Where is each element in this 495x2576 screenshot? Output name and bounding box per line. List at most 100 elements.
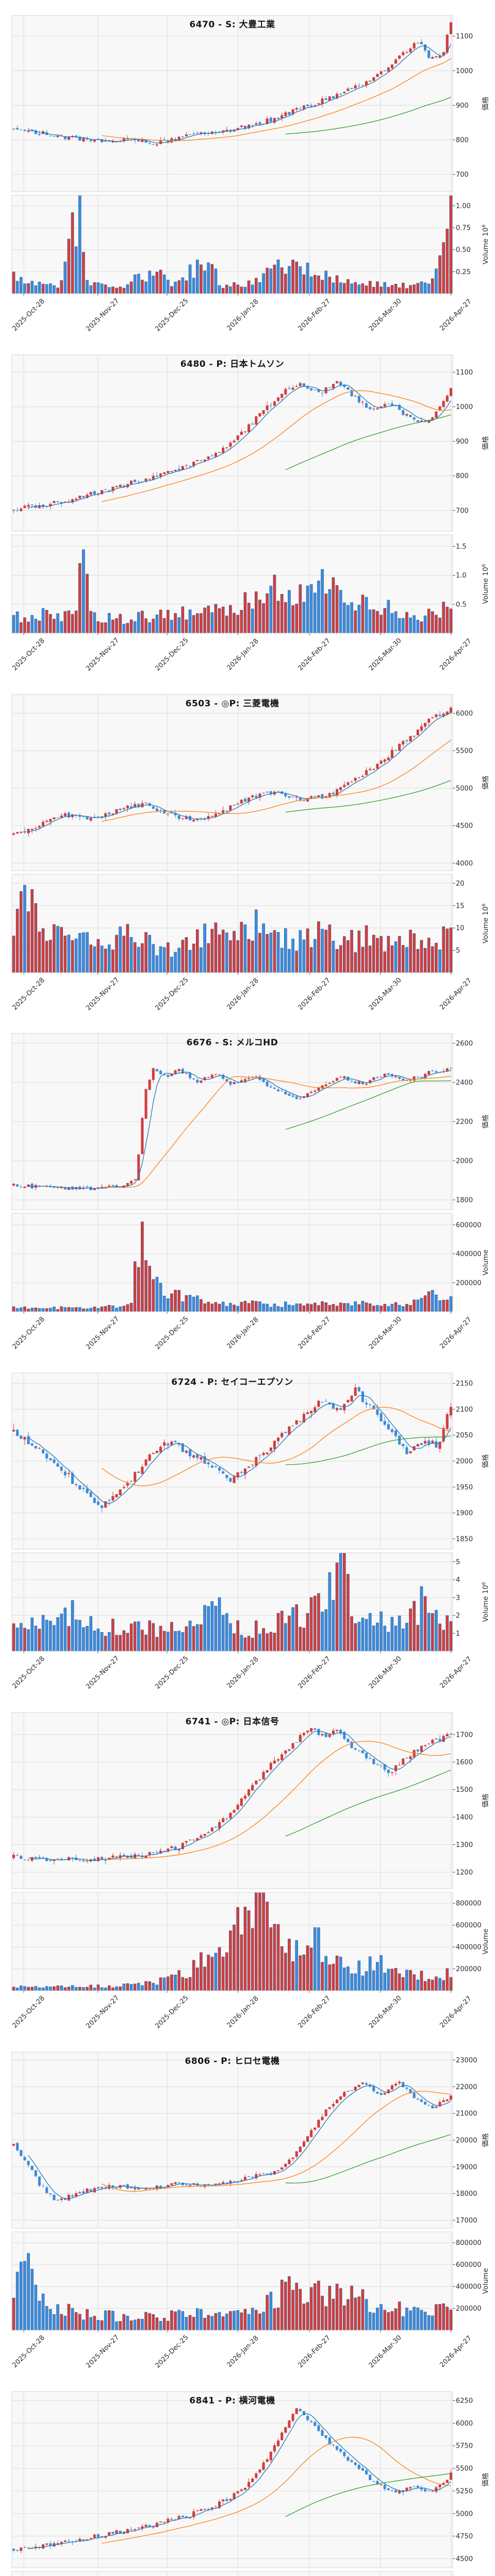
volume-axis-title: Volume — [482, 1928, 490, 1954]
axis-tick-labels: 17000 18000 19000 20000 21000 22000 23000 20000… — [456, 2057, 482, 2313]
date-tick-label: 2026-Jan-28 — [226, 298, 260, 332]
volume-tick-label: 2 — [456, 1612, 460, 1620]
volume-tick-label: 15 — [456, 902, 465, 910]
stock-chart-card: 6676 - S: メルコHD 1800 2000 2200 2400 2600 2000… — [0, 1018, 495, 1358]
axis-tick-labels: 700 800 900 1000 1100 0.25 0.50 0.75 1.00 — [456, 33, 473, 276]
ma-line-long — [285, 779, 451, 812]
price-tick-label: 2050 — [456, 1432, 473, 1439]
stock-chart-card: 6480 - P: 日本トムソン 700 800 900 1000 1100 0.5 1.0… — [0, 339, 495, 679]
date-tick-label: 2026-Mar-30 — [368, 1655, 403, 1690]
date-tick-label: 2025-Dec-25 — [154, 1994, 190, 2030]
price-tick-label: 23000 — [456, 2057, 477, 2064]
price-tick-label: 5500 — [456, 2465, 473, 2472]
volume-axis-title: Volume — [482, 2268, 490, 2294]
date-tick-label: 2025-Dec-25 — [154, 1655, 190, 1691]
volume-bars-down — [15, 1553, 438, 1652]
date-tick-label: 2026-Mar-30 — [368, 637, 403, 672]
price-tick-label: 2000 — [456, 1458, 473, 1466]
date-tick-label: 2025-Nov-27 — [85, 1655, 121, 1691]
date-tick-label: 2026-Feb-27 — [296, 2334, 332, 2369]
date-tick-label: 2025-Oct-28 — [11, 1316, 46, 1351]
date-tick-label: 2025-Nov-27 — [85, 2333, 121, 2369]
axis-tick-marks — [453, 2059, 455, 2309]
grid-lines — [12, 354, 453, 633]
volume-pane — [12, 534, 453, 633]
date-tick-label: 2025-Nov-27 — [85, 1315, 121, 1351]
price-tick-label: 6000 — [456, 709, 473, 717]
price-tick-label: 2100 — [456, 1406, 473, 1414]
volume-axis-title: Volume — [482, 1250, 490, 1276]
date-tick-label: 2026-Apr-27 — [438, 2334, 473, 2369]
moving-averages — [28, 712, 451, 832]
ma-line-long — [285, 96, 451, 134]
volume-bars — [12, 549, 453, 633]
date-tick-label: 2026-Feb-27 — [296, 1655, 332, 1690]
ma-line-short — [28, 1070, 451, 1190]
volume-tick-label: 20 — [456, 879, 465, 887]
price-tick-label: 4000 — [456, 859, 473, 867]
candlestick-volume-chart: 700 800 900 1000 1100 0.5 1.0 1.5 価格 Volume 106 20… — [11, 354, 490, 672]
ma-line-mid — [102, 2091, 451, 2192]
date-tick-label: 2025-Oct-28 — [11, 297, 46, 332]
price-tick-label: 1850 — [456, 1536, 473, 1544]
price-axis-title: 価格 — [482, 2472, 490, 2487]
volume-tick-label: 200000 — [456, 2305, 482, 2313]
price-tick-label: 2400 — [456, 1079, 473, 1087]
ma-line-short — [28, 384, 451, 509]
volume-tick-label: 10 — [456, 924, 465, 932]
price-tick-label: 5000 — [456, 785, 473, 792]
price-tick-label: 1700 — [456, 1731, 473, 1739]
ma-line-long — [285, 1080, 451, 1130]
stock-chart-card: 6841 - P: 横河電機 4500 4750 5000 5250 5500 5750 6… — [0, 2376, 495, 2576]
volume-bars-down — [12, 549, 427, 633]
price-tick-label: 6000 — [456, 2419, 473, 2427]
volume-bars — [12, 1553, 453, 1652]
volume-tick-label: 200000 — [456, 1965, 482, 1973]
price-tick-label: 5500 — [456, 747, 473, 755]
price-tick-label: 18000 — [456, 2190, 477, 2198]
candles — [12, 2407, 452, 2553]
price-tick-label: 1900 — [456, 1510, 473, 1517]
ma-line-long — [285, 2472, 451, 2517]
date-tick-label: 2026-Feb-27 — [296, 1316, 332, 1351]
axis-tick-labels: 1850 1900 1950 2000 2050 2100 2150 1 2 3 4 5 — [456, 1380, 473, 1638]
price-axis-title: 価格 — [482, 1114, 490, 1129]
volume-tick-label: 0.5 — [456, 601, 467, 608]
ma-line-short — [28, 712, 451, 832]
volume-pane-border — [11, 534, 453, 634]
volume-tick-label: 4 — [456, 1577, 460, 1584]
ma-line-short — [28, 2413, 451, 2549]
ma-line-long — [285, 1435, 451, 1465]
volume-tick-label: 600000 — [456, 1222, 482, 1229]
price-pane — [12, 15, 453, 192]
volume-pane-border — [11, 2571, 453, 2576]
price-tick-label: 1600 — [456, 1759, 473, 1767]
price-axis-title: 価格 — [482, 1454, 490, 1468]
price-pane-border — [11, 354, 453, 532]
moving-averages — [28, 44, 452, 144]
date-tick-label: 2025-Nov-27 — [85, 636, 121, 672]
candlestick-volume-chart: 1850 1900 1950 2000 2050 2100 2150 1 2 3 4 5 価格 Volum… — [11, 1372, 490, 1691]
date-tick-label: 2026-Apr-27 — [438, 976, 473, 1011]
volume-pane-border — [11, 2231, 453, 2331]
moving-averages — [28, 1731, 451, 1861]
price-tick-label: 2200 — [456, 1118, 473, 1126]
volume-axis-title: Volume 106 — [482, 225, 490, 265]
candlestick-volume-chart: 4000 4500 5000 5500 6000 5 10 15 20 価格 Volume 106 2… — [11, 694, 490, 1012]
price-tick-label: 1100 — [456, 33, 473, 41]
date-tick-label: 2025-Nov-27 — [85, 1994, 121, 2030]
ma-line-mid — [102, 1406, 451, 1486]
ma-line-short — [28, 1395, 452, 1504]
volume-tick-label: 400000 — [456, 1250, 482, 1258]
price-pane — [12, 694, 453, 871]
price-pane — [12, 1712, 453, 1889]
volume-axis-title: Volume 106 — [482, 903, 490, 943]
volume-tick-label: 1.5 — [456, 543, 467, 551]
ma-line-mid — [102, 1076, 451, 1188]
date-tick-label: 2026-Jan-28 — [226, 977, 260, 1011]
volume-tick-label: 5 — [456, 1558, 460, 1566]
date-tick-label: 2026-Jan-28 — [226, 1995, 260, 2029]
price-pane-border — [11, 2391, 453, 2568]
volume-tick-label: 1.00 — [456, 202, 471, 210]
